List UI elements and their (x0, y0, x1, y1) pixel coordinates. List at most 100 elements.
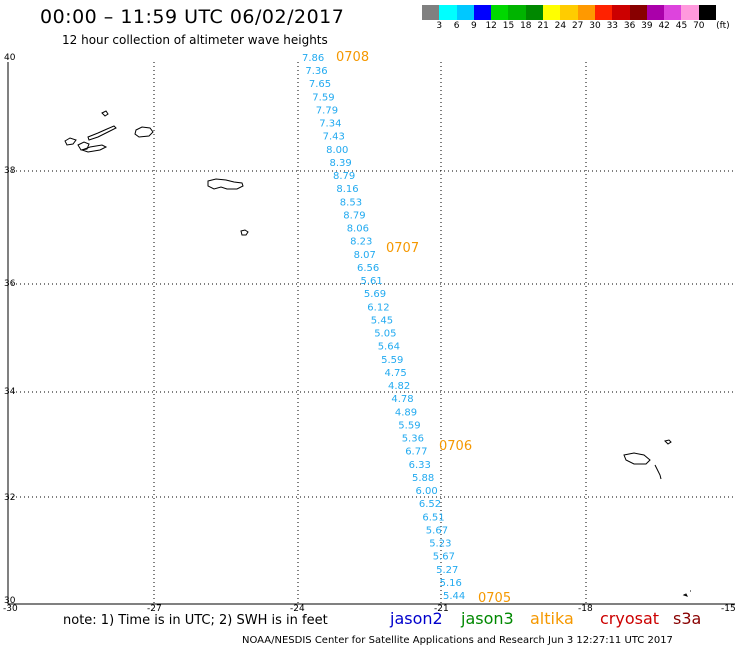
swh-value: 4.89 (395, 407, 417, 418)
legend-swatch-0 (422, 5, 440, 20)
swh-value: 6.51 (422, 512, 444, 523)
lon-label-15w: -15 (721, 604, 736, 614)
legend-label-6: 6 (453, 21, 460, 31)
swh-value: 7.65 (309, 79, 331, 90)
swh-value: 5.44 (443, 591, 465, 602)
legend-label-45: 45 (675, 21, 688, 31)
legend-label-27: 27 (571, 21, 584, 31)
color-scale-legend (422, 5, 717, 20)
lat-label-32: 32 (4, 493, 15, 503)
swh-value: 7.43 (323, 132, 345, 143)
sat-s3a: s3a (673, 609, 702, 628)
legend-label-70: 70 (693, 21, 705, 31)
legend-swatch-12 (629, 5, 647, 20)
swh-value: 8.39 (330, 158, 352, 169)
swh-value: 7.36 (305, 66, 327, 77)
swh-value: 5.23 (429, 539, 451, 550)
swh-value: 5.67 (426, 525, 448, 536)
sat-cryosat: cryosat (600, 609, 660, 628)
legend-swatch-10 (594, 5, 613, 20)
legend-swatch-5 (508, 5, 526, 20)
swh-value: 5.88 (412, 473, 434, 484)
lon-label-24w: -24 (290, 604, 305, 614)
swh-value: 6.52 (419, 499, 441, 510)
swh-value: 4.82 (388, 381, 410, 392)
swh-value: 8.16 (336, 184, 358, 195)
island-desertas (654, 464, 662, 480)
sat-jason2: jason2 (390, 609, 443, 628)
footer-credit: NOAA/NESDIS Center for Satellite Applica… (242, 635, 673, 646)
map-grid (8, 62, 735, 604)
lat-label-36: 36 (4, 279, 16, 289)
legend-label-12: 12 (485, 21, 497, 31)
swh-value: 5.69 (364, 289, 386, 300)
lat-label-30: 30 (4, 596, 16, 606)
legend-unit: (ft) (716, 21, 730, 31)
swh-value: 4.78 (391, 394, 413, 405)
swh-value: 8.79 (343, 211, 365, 222)
island-santa-maria (240, 229, 249, 236)
legend-swatch-15 (681, 5, 699, 20)
pass-time-0708: 0708 (336, 50, 369, 65)
lat-label-40: 40 (4, 53, 16, 63)
swh-value: 7.59 (312, 92, 334, 103)
pass-time-0707: 0707 (386, 241, 419, 256)
swh-value: 8.23 (350, 237, 372, 248)
lat-label-34: 34 (4, 387, 16, 397)
legend-swatch-3 (473, 5, 492, 20)
island-faial (77, 141, 90, 151)
legend-label-42: 42 (658, 21, 670, 31)
swh-value: 5.05 (374, 329, 396, 340)
legend-label-9: 9 (471, 21, 477, 31)
island-sao-miguel (207, 178, 244, 190)
pass-time-0705: 0705 (478, 591, 511, 606)
legend-swatch-6 (525, 5, 544, 20)
legend-swatch-9 (577, 5, 595, 20)
island-flores (64, 137, 77, 146)
legend-label-18: 18 (520, 21, 532, 31)
legend-swatch-1 (439, 5, 457, 20)
swh-value: 8.79 (333, 171, 355, 182)
map-title: 00:00 – 11:59 UTC 06/02/2017 (40, 6, 345, 28)
swh-value: 5.16 (440, 578, 462, 589)
island-outlines (64, 110, 691, 597)
legend-label-36: 36 (623, 21, 636, 31)
swh-value: 7.86 (302, 53, 324, 64)
legend-label-3: 3 (436, 21, 443, 31)
swh-value: 7.79 (316, 106, 338, 117)
lon-label-21w: -21 (434, 604, 449, 614)
legend-label-15: 15 (502, 21, 515, 31)
island-terceira (134, 126, 154, 138)
sat-altika: altika (530, 609, 574, 628)
legend-label-21: 21 (537, 21, 549, 31)
swh-value: 5.45 (371, 315, 393, 326)
lon-label-27w: -27 (147, 604, 162, 614)
legend-swatch-8 (560, 5, 578, 20)
legend-swatch-11 (612, 5, 630, 20)
swh-value: 5.61 (361, 276, 383, 287)
swh-value: 5.36 (402, 434, 424, 445)
legend-label-24: 24 (554, 21, 567, 31)
swh-value: 7.34 (319, 119, 341, 130)
note-text: note: 1) Time is in UTC; 2) SWH is in fe… (63, 613, 328, 628)
swh-value: 6.33 (409, 460, 431, 471)
lat-label-38: 38 (4, 166, 16, 176)
swh-value: 6.00 (416, 486, 438, 497)
island-selvagens (682, 590, 691, 597)
legend-swatch-7 (543, 5, 561, 20)
swh-value: 8.06 (347, 224, 369, 235)
legend-swatch-2 (456, 5, 474, 20)
lon-label-30w: -30 (3, 604, 18, 614)
island-porto-santo (664, 439, 672, 445)
swh-value: 8.53 (340, 197, 362, 208)
legend-label-33: 33 (606, 21, 619, 31)
swh-value: 5.27 (436, 565, 458, 576)
pass-time-0706: 0706 (439, 439, 472, 454)
legend-swatch-16 (698, 5, 717, 20)
swh-value: 4.75 (385, 368, 407, 379)
swh-value: 5.67 (433, 552, 455, 563)
legend-swatch-13 (646, 5, 665, 20)
island-sao-jorge (87, 125, 117, 141)
swh-value: 6.77 (405, 447, 427, 458)
